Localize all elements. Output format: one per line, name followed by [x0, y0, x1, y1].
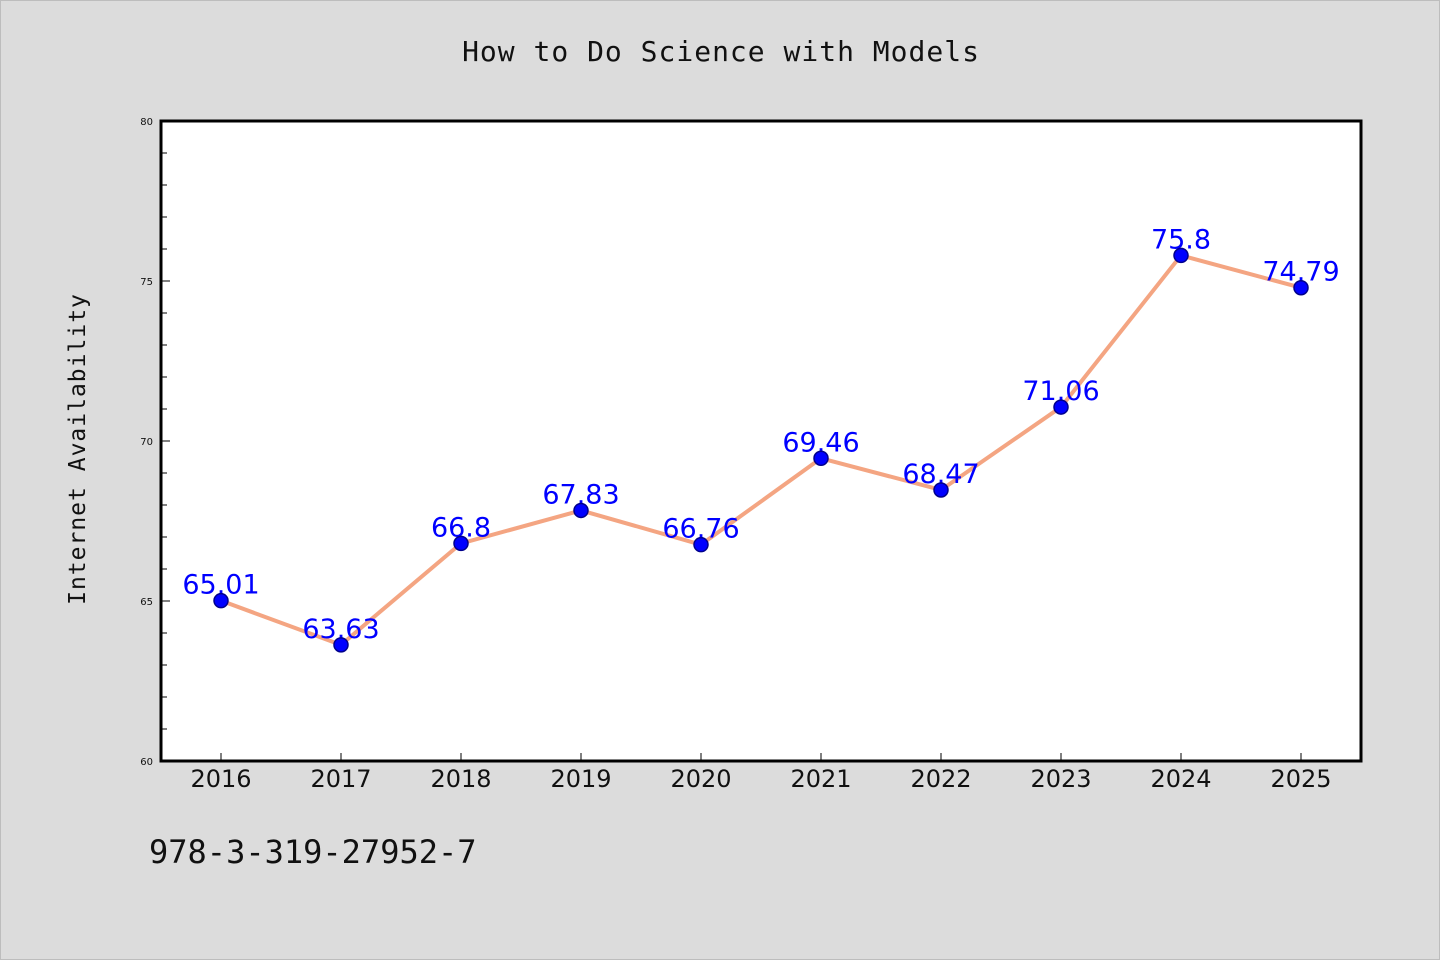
data-point: [1293, 279, 1309, 296]
x-tick-label: 2020: [670, 765, 731, 793]
plot-area: [159, 119, 1363, 763]
y-axis-ticks: 60 65 70 75 80: [140, 117, 170, 768]
data-point: [1053, 399, 1069, 415]
data-point: [813, 450, 829, 467]
data-point: [933, 482, 949, 498]
y-tick-label: 80: [140, 117, 153, 128]
x-tick-label: 2017: [310, 765, 371, 793]
data-point: [333, 637, 349, 653]
data-markers: [213, 247, 1309, 653]
data-point: [213, 592, 229, 609]
data-point: [453, 535, 469, 552]
x-tick-label: 2024: [1150, 765, 1211, 793]
data-point: [1173, 247, 1189, 264]
data-point: [693, 536, 709, 553]
x-tick-label: 2018: [430, 765, 491, 793]
y-tick-label: 70: [140, 437, 153, 448]
chart-title: How to Do Science with Models: [462, 35, 980, 68]
y-tick-label: 60: [140, 757, 153, 768]
isbn-code: 978-3-319-27952-7: [149, 833, 477, 871]
x-tick-label: 2016: [190, 765, 251, 793]
x-tick-label: 2023: [1030, 765, 1091, 793]
x-tick-label: 2019: [550, 765, 611, 793]
y-tick-label: 65: [140, 597, 153, 608]
x-tick-label: 2025: [1270, 765, 1331, 793]
x-tick-label: 2021: [790, 765, 851, 793]
series-line: [219, 253, 1303, 647]
data-point: [573, 502, 589, 519]
x-tick-label: 2022: [910, 765, 971, 793]
y-tick-label: 75: [140, 277, 153, 288]
series-lines: [219, 253, 1303, 647]
x-axis-ticks: 2016 2017 2018 2019 2020 2021 2022 2023 2024 2025: [190, 753, 1332, 793]
